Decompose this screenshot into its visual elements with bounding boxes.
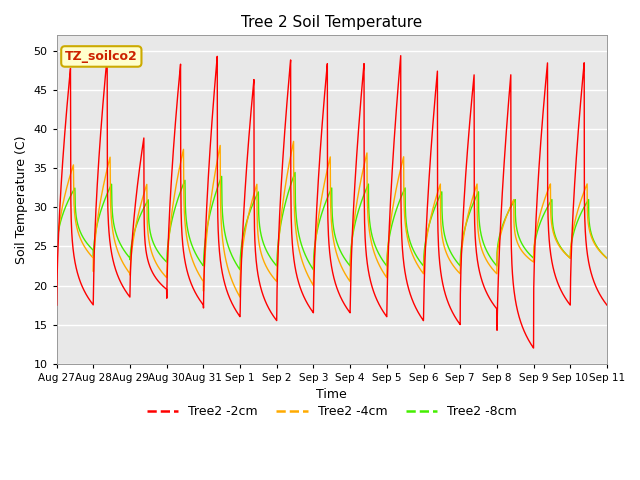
X-axis label: Time: Time	[316, 388, 347, 401]
Legend: Tree2 -2cm, Tree2 -4cm, Tree2 -8cm: Tree2 -2cm, Tree2 -4cm, Tree2 -8cm	[141, 400, 522, 423]
Title: Tree 2 Soil Temperature: Tree 2 Soil Temperature	[241, 15, 422, 30]
Text: TZ_soilco2: TZ_soilco2	[65, 50, 138, 63]
Y-axis label: Soil Temperature (C): Soil Temperature (C)	[15, 135, 28, 264]
